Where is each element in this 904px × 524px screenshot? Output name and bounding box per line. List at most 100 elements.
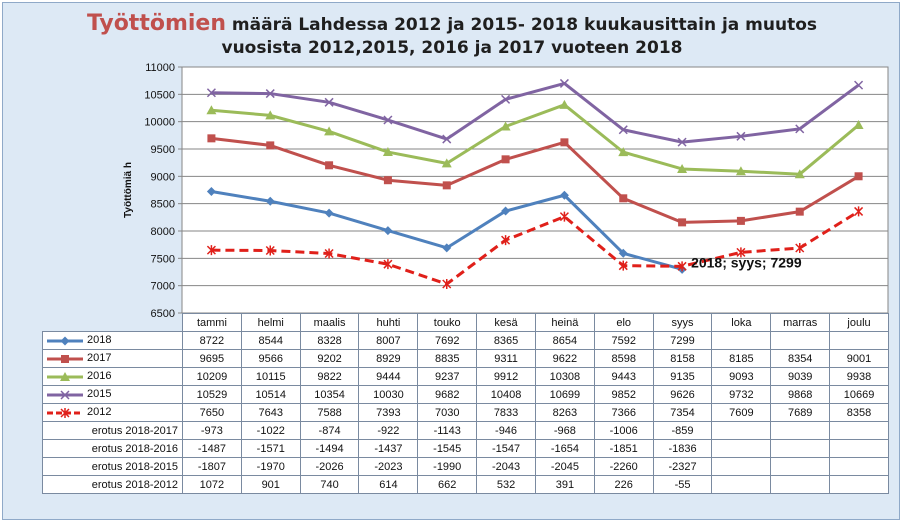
table-cell: 7592 bbox=[593, 331, 654, 350]
y-tick-label: 11000 bbox=[145, 62, 175, 74]
table-cell: 7366 bbox=[593, 403, 654, 422]
legend-key-2015 bbox=[47, 390, 83, 400]
category-label: helmi bbox=[240, 313, 301, 332]
table-cell: 532 bbox=[476, 475, 536, 494]
marker-point bbox=[677, 261, 687, 272]
legend-label: 2012 bbox=[87, 406, 112, 419]
table-cell: 8929 bbox=[358, 349, 419, 368]
table-cell: 8158 bbox=[652, 349, 713, 368]
marker-point bbox=[265, 110, 276, 120]
marker-point bbox=[559, 78, 569, 88]
series-line bbox=[211, 81, 860, 144]
table-cell: 10408 bbox=[476, 385, 536, 404]
plot-area bbox=[181, 66, 889, 314]
table-cell: 10209 bbox=[182, 367, 242, 386]
category-label: syys bbox=[652, 313, 713, 332]
legend-entry: 2016 bbox=[42, 367, 183, 386]
y-tick-label: 10500 bbox=[144, 89, 175, 101]
table-cell: 10529 bbox=[182, 385, 242, 404]
table-cell: -2045 bbox=[534, 457, 595, 476]
table-cell: 9852 bbox=[593, 385, 654, 404]
table-cell: -874 bbox=[299, 421, 360, 440]
marker-point bbox=[265, 245, 275, 256]
table-cell: 8722 bbox=[182, 331, 242, 350]
table-cell bbox=[829, 439, 889, 458]
table-cell: 9626 bbox=[652, 385, 713, 404]
table-cell: 9912 bbox=[476, 367, 536, 386]
table-cell: 7643 bbox=[240, 403, 301, 422]
table-cell: 9135 bbox=[652, 367, 713, 386]
table-row: 2016 10209 10115 9822 9444 9237 9912 10308 9443 9… bbox=[42, 367, 889, 386]
marker-point bbox=[501, 94, 511, 104]
table-cell: 10699 bbox=[534, 385, 595, 404]
table-cell bbox=[711, 421, 772, 440]
legend-key-2012 bbox=[47, 407, 83, 418]
table-cell: -859 bbox=[652, 421, 713, 440]
table-cell: 7833 bbox=[476, 403, 536, 422]
marker-point bbox=[207, 134, 216, 143]
table-cell: -1006 bbox=[593, 421, 654, 440]
table-cell: 8358 bbox=[829, 403, 889, 422]
category-label: heinä bbox=[534, 313, 595, 332]
table-cell: 8365 bbox=[476, 331, 536, 350]
table-cell: 9868 bbox=[770, 385, 831, 404]
legend-key-2017 bbox=[47, 354, 83, 363]
marker-point bbox=[383, 226, 393, 236]
category-label: touko bbox=[417, 313, 478, 332]
marker-point bbox=[382, 147, 393, 157]
series-2012 bbox=[206, 206, 864, 290]
table-row: 2018 8722 8544 8328 8007 7692 8365 8654 7592 7299 bbox=[42, 331, 889, 350]
difference-label: erotus 2018-2017 bbox=[42, 421, 183, 440]
table-cell: 9622 bbox=[534, 349, 595, 368]
marker-point bbox=[618, 147, 629, 157]
marker-point bbox=[324, 97, 334, 107]
marker-point bbox=[501, 155, 510, 164]
table-cell: 9444 bbox=[358, 367, 419, 386]
y-tick-label: 7500 bbox=[151, 253, 175, 265]
table-row: erotus 2018-2017 -973 -1022 -874 -922 -1143 -9… bbox=[42, 421, 889, 440]
table-cell: -922 bbox=[358, 421, 419, 440]
marker-point bbox=[795, 207, 804, 216]
marker-point bbox=[383, 259, 393, 270]
table-row: erotus 2018-2015 -1807 -1970 -2026 -2023 -199… bbox=[42, 457, 889, 476]
table-cell: -1545 bbox=[417, 439, 478, 458]
table-cell: 9938 bbox=[829, 367, 889, 386]
table-cell: 9093 bbox=[711, 367, 772, 386]
table-cell: 614 bbox=[358, 475, 419, 494]
marker-point bbox=[794, 169, 805, 179]
category-label: tammi bbox=[182, 313, 242, 332]
marker-point bbox=[853, 120, 864, 130]
table-cell: 8328 bbox=[299, 331, 360, 350]
marker-point bbox=[500, 121, 511, 131]
marker-point bbox=[559, 99, 570, 109]
marker-point bbox=[501, 235, 511, 246]
chart-title: Työttömien määrä Lahdessa 2012 ja 2015- … bbox=[0, 12, 904, 60]
table-cell bbox=[770, 475, 831, 494]
table-cell: 8007 bbox=[358, 331, 419, 350]
marker-point bbox=[795, 124, 805, 134]
table-cell: 391 bbox=[534, 475, 595, 494]
marker-point bbox=[619, 194, 628, 203]
legend-key-2016 bbox=[47, 371, 83, 381]
y-axis-label: Työttömiä h bbox=[123, 162, 134, 218]
marker-point bbox=[735, 166, 746, 176]
y-tick-label: 8500 bbox=[151, 199, 175, 211]
table-cell: 9237 bbox=[417, 367, 478, 386]
series-line bbox=[211, 103, 860, 176]
marker-point bbox=[206, 245, 216, 256]
table-cell: -946 bbox=[476, 421, 536, 440]
category-label: kesä bbox=[476, 313, 536, 332]
table-cell: -1654 bbox=[534, 439, 595, 458]
legend-entry: 2017 bbox=[42, 349, 183, 368]
marker-point bbox=[265, 89, 275, 99]
marker-point bbox=[618, 260, 628, 271]
table-cell: -2023 bbox=[358, 457, 419, 476]
marker-point bbox=[854, 80, 864, 90]
table-cell: 9695 bbox=[182, 349, 242, 368]
table-cell: 901 bbox=[240, 475, 301, 494]
table-cell: -1547 bbox=[476, 439, 536, 458]
marker-point bbox=[60, 371, 70, 381]
marker-point bbox=[383, 115, 393, 125]
table-cell bbox=[829, 475, 889, 494]
